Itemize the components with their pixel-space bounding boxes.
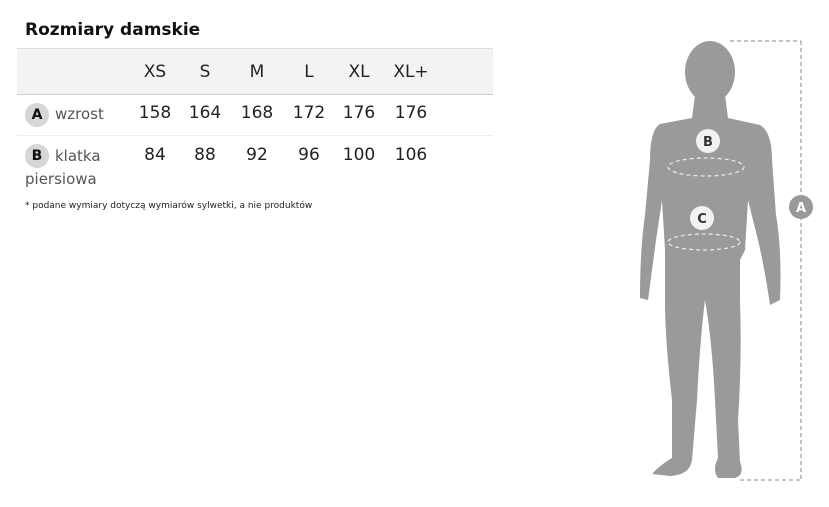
marker-c: C [690,206,714,230]
svg-text:B: B [703,135,713,150]
table-cell: 88 [194,145,216,165]
marker-a: A [789,195,813,219]
table-cell: 176 [394,103,428,123]
page-title: Rozmiary damskie [25,20,201,40]
table-cell: 84 [144,145,166,165]
table-cell: 106 [394,145,428,165]
row-label: wzrost [55,105,104,123]
table-cell: 172 [292,103,326,123]
table-row: B klatka piersiowa 84 88 92 96 100 106 [17,136,493,196]
size-header: XL [348,62,370,82]
size-header: L [304,62,314,82]
marker-b: B [696,129,720,153]
table-row: A wzrost 158 164 168 172 176 176 [17,94,493,136]
svg-text:A: A [796,201,806,216]
size-header: M [249,62,265,82]
table-header: XS S M L XL XL+ [17,48,493,95]
row-label-continued: piersiowa [25,170,97,188]
svg-text:C: C [697,212,707,227]
table-cell: 168 [240,103,274,123]
footnote: * podane wymiary dotyczą wymiarów sylwet… [25,201,313,211]
marker-badge: A [25,103,49,127]
table-cell: 96 [298,145,320,165]
table-cell: 164 [188,103,222,123]
row-label: klatka [55,147,101,165]
table-cell: 92 [246,145,268,165]
table-cell: 176 [342,103,376,123]
table-cell: 158 [138,103,172,123]
size-header: XS [143,62,167,82]
size-header: XL+ [393,62,429,82]
marker-badge: B [25,144,49,168]
size-header: S [199,62,211,82]
table-cell: 100 [342,145,376,165]
